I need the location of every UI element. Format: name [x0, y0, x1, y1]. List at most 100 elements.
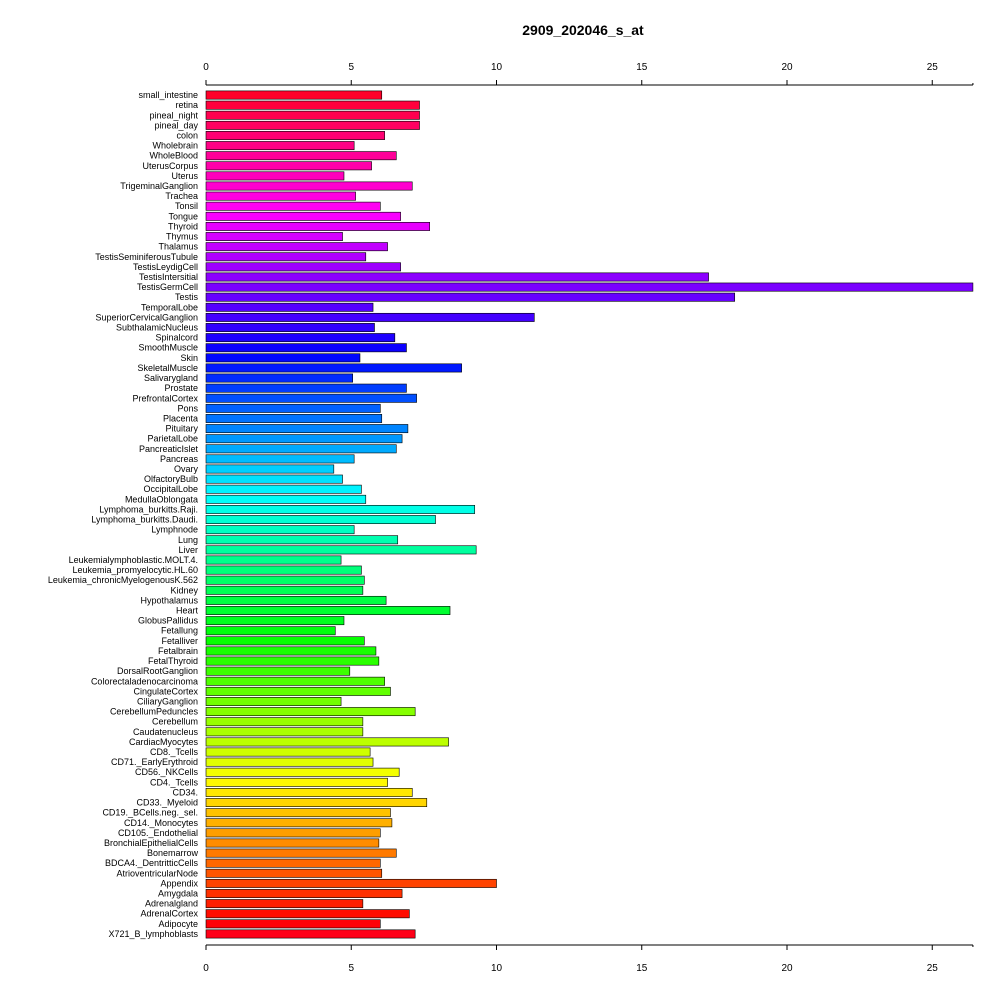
- category-label: Thyroid: [168, 221, 198, 231]
- bar: [205, 131, 385, 140]
- bar: [205, 373, 353, 383]
- category-label: Lung: [178, 535, 198, 545]
- bar: [205, 242, 388, 252]
- category-label: Lymphoma_burkitts.Daudi.: [91, 515, 198, 525]
- category-label: CingulateCortex: [133, 686, 198, 696]
- bar: [205, 535, 399, 545]
- bar: [205, 545, 477, 555]
- bar: [205, 727, 364, 737]
- category-label: CardiacMyocytes: [129, 737, 199, 747]
- category-label: SmoothMuscle: [138, 343, 198, 353]
- category-label: GlobusPallidus: [138, 616, 199, 626]
- category-label: Tongue: [168, 211, 198, 221]
- tick-label: 15: [636, 62, 648, 73]
- category-label: CD4._Tcells: [150, 777, 199, 787]
- category-label: Leukemia_promyelocytic.HL.60: [72, 565, 198, 575]
- category-label: TestisGermCell: [137, 282, 198, 292]
- category-label: Appendix: [160, 878, 198, 888]
- bar: [205, 899, 364, 909]
- category-label: CD33._Myeloid: [136, 798, 198, 808]
- bar: [205, 686, 391, 696]
- category-label: Pons: [177, 403, 198, 413]
- category-label: TestisIntersitial: [139, 272, 198, 282]
- bar: [205, 151, 397, 161]
- bars-group: [205, 90, 974, 939]
- bar: [205, 464, 335, 474]
- bar: [205, 838, 380, 848]
- bar: [205, 515, 436, 524]
- tick-label: 20: [781, 62, 793, 73]
- bar: [205, 798, 428, 807]
- category-label: CD19._BCells.neg._sel.: [102, 808, 198, 818]
- bar: [205, 232, 343, 242]
- category-label: X721_B_lymphoblasts: [108, 929, 198, 939]
- tick-label: 0: [203, 62, 209, 73]
- category-label: Pancreas: [160, 454, 199, 464]
- category-label: WholeBlood: [149, 151, 198, 161]
- category-label: Thymus: [166, 232, 199, 242]
- bar: [205, 222, 430, 231]
- bar: [205, 282, 974, 292]
- category-label: Salivarygland: [144, 373, 198, 383]
- category-label: small_intestine: [138, 90, 198, 100]
- bar: [205, 616, 345, 626]
- category-label: Pituitary: [165, 424, 198, 434]
- bar: [205, 161, 372, 171]
- bar: [205, 737, 449, 747]
- bar: [205, 363, 462, 373]
- bar: [205, 878, 497, 888]
- bar: [205, 323, 375, 332]
- tick-label: 10: [491, 963, 503, 974]
- tick-label: 25: [927, 963, 939, 974]
- category-label: Leukemialymphoblastic.MOLT.4.: [69, 555, 198, 565]
- category-label: CD14._Monocytes: [124, 818, 199, 828]
- bar: [205, 312, 535, 322]
- bar: [205, 110, 420, 120]
- bar: [205, 717, 364, 727]
- category-label: SkeletalMuscle: [137, 363, 198, 373]
- bar: [205, 474, 343, 484]
- category-label: TrigeminalGanglion: [120, 181, 198, 191]
- bar: [205, 454, 355, 464]
- category-label: Colorectaladenocarcinoma: [91, 676, 198, 686]
- bar: [205, 858, 381, 868]
- category-label: OlfactoryBulb: [144, 474, 198, 484]
- category-label: Leukemia_chronicMyelogenousK.562: [48, 575, 198, 585]
- category-label: PancreaticIslet: [139, 444, 199, 454]
- bar: [205, 626, 336, 636]
- category-label: Heart: [176, 606, 199, 616]
- bar: [205, 565, 362, 575]
- category-label: BronchialEpithelialCells: [104, 838, 199, 848]
- category-label: CD105._Endothelial: [118, 828, 198, 838]
- bar: [205, 90, 383, 100]
- category-label: DorsalRootGanglion: [117, 666, 198, 676]
- category-label: SubthalamicNucleus: [116, 323, 199, 333]
- category-label: UterusCorpus: [142, 161, 198, 171]
- bar: [205, 272, 709, 282]
- category-label: Placenta: [163, 413, 198, 423]
- bar: [205, 889, 403, 898]
- bar: [205, 707, 416, 717]
- category-label: TestisLeydigCell: [133, 262, 198, 272]
- bar: [205, 656, 380, 666]
- bar: [205, 191, 356, 201]
- category-label: Cerebellum: [152, 717, 198, 727]
- category-label: Fetalliver: [161, 636, 198, 646]
- tick-label: 10: [491, 62, 503, 73]
- bar: [205, 747, 371, 757]
- bar: [205, 818, 393, 828]
- bar: [205, 787, 413, 797]
- bar: [205, 606, 451, 615]
- category-label: Bonemarrow: [147, 848, 199, 858]
- bar: [205, 424, 409, 434]
- category-label: colon: [176, 130, 198, 140]
- bar: [205, 252, 367, 262]
- category-label: Lymphoma_burkitts.Raji.: [99, 504, 198, 514]
- category-label: BDCA4._DentritticCells: [105, 858, 199, 868]
- bar: [205, 929, 416, 939]
- category-label: Kidney: [170, 585, 198, 595]
- bar: [205, 848, 397, 858]
- category-label: Tonsil: [175, 201, 198, 211]
- category-label: Hypothalamus: [140, 595, 198, 605]
